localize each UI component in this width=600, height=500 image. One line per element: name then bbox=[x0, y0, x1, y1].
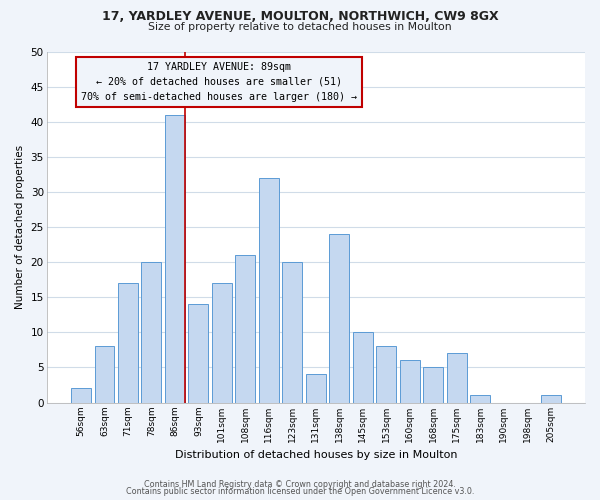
Bar bbox=[188, 304, 208, 402]
Bar bbox=[259, 178, 279, 402]
Text: Contains public sector information licensed under the Open Government Licence v3: Contains public sector information licen… bbox=[126, 488, 474, 496]
Bar bbox=[212, 283, 232, 403]
Bar bbox=[71, 388, 91, 402]
Bar bbox=[353, 332, 373, 402]
Bar bbox=[165, 114, 185, 403]
Y-axis label: Number of detached properties: Number of detached properties bbox=[15, 145, 25, 309]
Bar bbox=[400, 360, 419, 403]
Bar bbox=[541, 396, 560, 402]
Bar bbox=[446, 354, 467, 403]
Bar bbox=[329, 234, 349, 402]
Bar bbox=[376, 346, 396, 403]
Bar bbox=[470, 396, 490, 402]
Bar bbox=[95, 346, 115, 403]
Bar bbox=[306, 374, 326, 402]
Text: 17 YARDLEY AVENUE: 89sqm
← 20% of detached houses are smaller (51)
70% of semi-d: 17 YARDLEY AVENUE: 89sqm ← 20% of detach… bbox=[81, 62, 357, 102]
Text: 17, YARDLEY AVENUE, MOULTON, NORTHWICH, CW9 8GX: 17, YARDLEY AVENUE, MOULTON, NORTHWICH, … bbox=[101, 10, 499, 23]
Text: Contains HM Land Registry data © Crown copyright and database right 2024.: Contains HM Land Registry data © Crown c… bbox=[144, 480, 456, 489]
Bar bbox=[118, 283, 138, 403]
Bar bbox=[235, 255, 256, 402]
Bar bbox=[423, 368, 443, 402]
X-axis label: Distribution of detached houses by size in Moulton: Distribution of detached houses by size … bbox=[175, 450, 457, 460]
Text: Size of property relative to detached houses in Moulton: Size of property relative to detached ho… bbox=[148, 22, 452, 32]
Bar bbox=[142, 262, 161, 402]
Bar bbox=[283, 262, 302, 402]
